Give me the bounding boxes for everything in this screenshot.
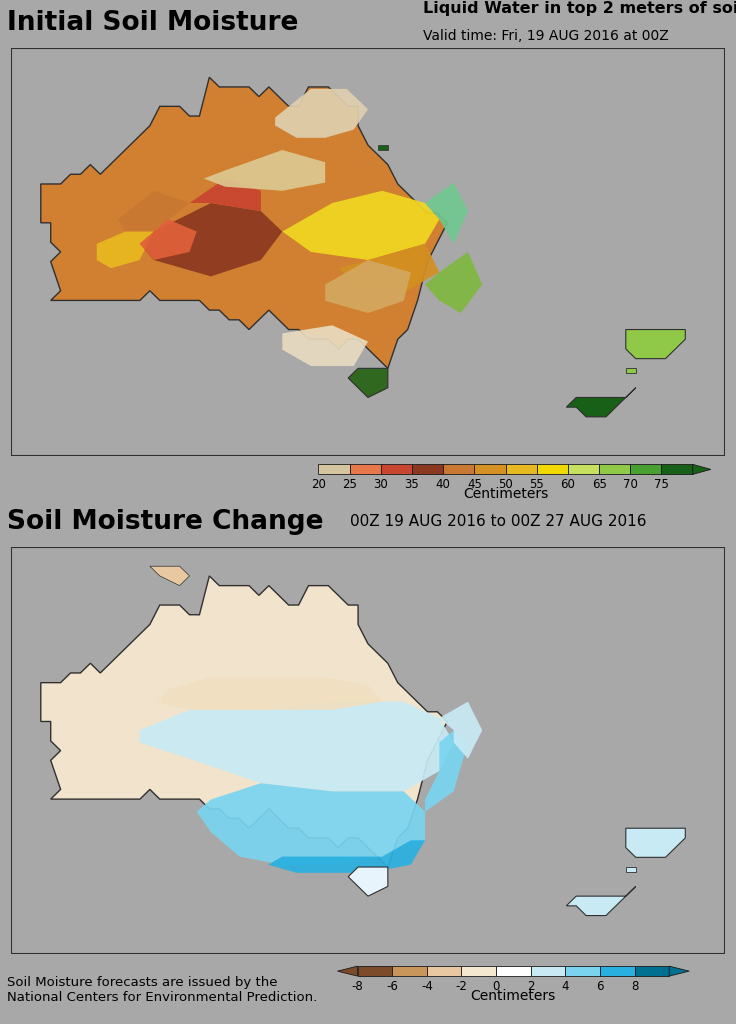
Polygon shape xyxy=(150,566,190,586)
Text: 55: 55 xyxy=(529,478,544,490)
Bar xyxy=(599,464,630,474)
Text: 35: 35 xyxy=(405,478,420,490)
Text: 30: 30 xyxy=(373,478,388,490)
Polygon shape xyxy=(626,369,636,373)
Bar xyxy=(634,967,669,976)
Bar xyxy=(475,464,506,474)
Text: 50: 50 xyxy=(498,478,513,490)
Text: -4: -4 xyxy=(421,980,433,992)
Bar xyxy=(496,967,531,976)
Polygon shape xyxy=(566,887,636,915)
Bar xyxy=(461,967,496,976)
Text: 4: 4 xyxy=(562,980,569,992)
Polygon shape xyxy=(197,783,425,864)
Bar xyxy=(381,464,412,474)
Text: Liquid Water in top 2 meters of soil: Liquid Water in top 2 meters of soil xyxy=(423,1,736,15)
Polygon shape xyxy=(154,677,382,710)
Text: 00Z 19 AUG 2016 to 00Z 27 AUG 2016: 00Z 19 AUG 2016 to 00Z 27 AUG 2016 xyxy=(350,514,646,529)
Bar xyxy=(319,464,350,474)
Polygon shape xyxy=(140,203,283,276)
Bar xyxy=(506,464,537,474)
Polygon shape xyxy=(425,730,468,812)
Bar xyxy=(350,464,381,474)
Polygon shape xyxy=(96,689,168,718)
Polygon shape xyxy=(40,575,447,867)
Polygon shape xyxy=(275,89,368,138)
Polygon shape xyxy=(325,260,411,313)
Bar xyxy=(443,464,475,474)
Polygon shape xyxy=(190,178,261,211)
Polygon shape xyxy=(96,231,154,268)
Text: 65: 65 xyxy=(592,478,606,490)
Text: 2: 2 xyxy=(527,980,534,992)
Polygon shape xyxy=(204,150,325,190)
Bar xyxy=(412,464,443,474)
Polygon shape xyxy=(339,244,439,293)
FancyArrow shape xyxy=(669,967,689,976)
FancyArrow shape xyxy=(693,464,711,474)
Text: 0: 0 xyxy=(492,980,500,992)
Bar xyxy=(537,464,568,474)
Bar xyxy=(600,967,634,976)
Polygon shape xyxy=(439,701,482,759)
Polygon shape xyxy=(626,867,636,871)
Text: -6: -6 xyxy=(386,980,398,992)
Polygon shape xyxy=(425,252,482,313)
Text: -8: -8 xyxy=(352,980,364,992)
Polygon shape xyxy=(348,867,388,896)
Bar xyxy=(531,967,565,976)
Polygon shape xyxy=(140,701,453,792)
Polygon shape xyxy=(626,330,685,358)
FancyArrow shape xyxy=(338,967,358,976)
Text: Valid time: Fri, 19 AUG 2016 at 00Z: Valid time: Fri, 19 AUG 2016 at 00Z xyxy=(423,29,669,43)
Text: 25: 25 xyxy=(342,478,357,490)
Polygon shape xyxy=(425,182,468,244)
Text: 60: 60 xyxy=(561,478,576,490)
Polygon shape xyxy=(283,190,439,260)
Polygon shape xyxy=(566,388,636,417)
Bar xyxy=(630,464,662,474)
Text: 6: 6 xyxy=(596,980,604,992)
Bar xyxy=(392,967,427,976)
Text: Soil Moisture forecasts are issued by the
National Centers for Environmental Pre: Soil Moisture forecasts are issued by th… xyxy=(7,976,318,1005)
Polygon shape xyxy=(40,77,447,369)
Text: 8: 8 xyxy=(631,980,638,992)
Polygon shape xyxy=(140,219,197,260)
Polygon shape xyxy=(626,828,685,857)
Text: 45: 45 xyxy=(467,478,482,490)
Polygon shape xyxy=(348,369,388,397)
Bar xyxy=(662,464,693,474)
Text: 40: 40 xyxy=(436,478,450,490)
Text: 20: 20 xyxy=(311,478,326,490)
Text: 70: 70 xyxy=(623,478,637,490)
Bar xyxy=(565,967,600,976)
Text: -2: -2 xyxy=(456,980,467,992)
Text: Initial Soil Moisture: Initial Soil Moisture xyxy=(7,10,299,36)
Polygon shape xyxy=(268,841,425,872)
Polygon shape xyxy=(378,145,388,150)
Text: 75: 75 xyxy=(654,478,669,490)
Text: Centimeters: Centimeters xyxy=(471,989,556,1002)
Bar xyxy=(568,464,599,474)
Text: Centimeters: Centimeters xyxy=(463,487,548,501)
Polygon shape xyxy=(283,326,368,366)
Bar xyxy=(427,967,461,976)
Bar xyxy=(358,967,392,976)
Polygon shape xyxy=(118,190,190,231)
Text: Soil Moisture Change: Soil Moisture Change xyxy=(7,509,324,535)
